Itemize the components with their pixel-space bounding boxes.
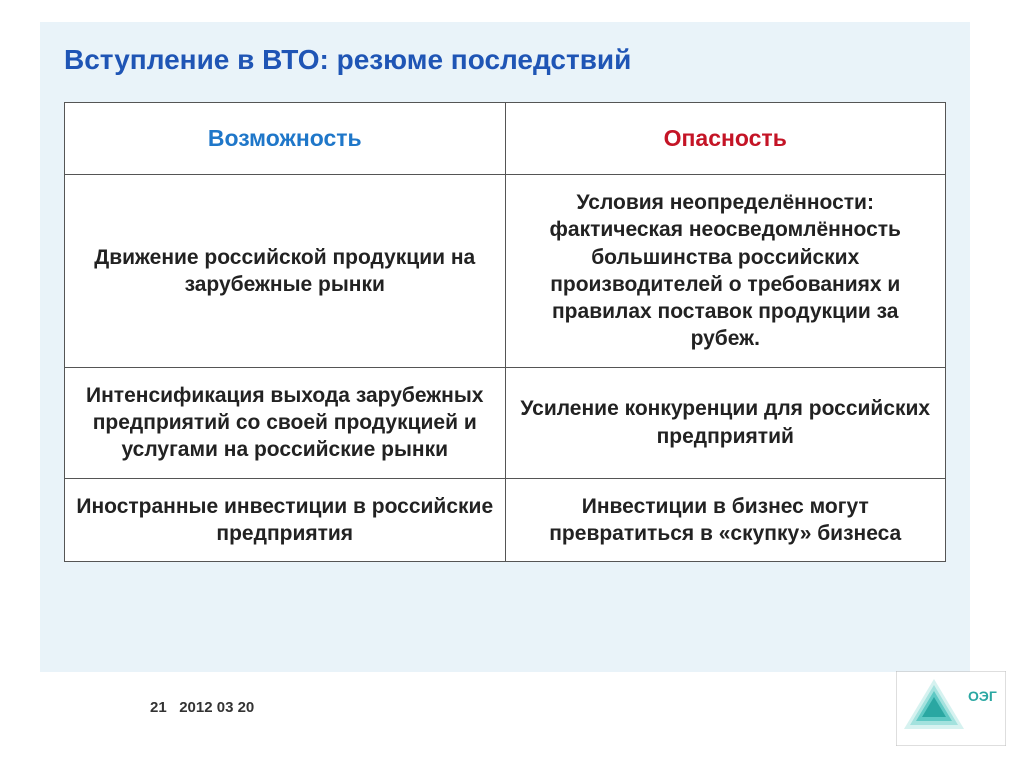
cell-opportunity: Движение российской продукции на зарубеж…	[65, 175, 506, 368]
logo-text: ОЭГ	[968, 688, 997, 704]
slide-title: Вступление в ВТО: резюме последствий	[64, 44, 946, 76]
col-header-risk: Опасность	[505, 103, 946, 175]
comparison-table: Возможность Опасность Движение российско…	[64, 102, 946, 562]
table-row: Интенсификация выхода зарубежных предпри…	[65, 367, 946, 478]
col-header-opportunity: Возможность	[65, 103, 506, 175]
cell-opportunity: Иностранные инвестиции в российские пред…	[65, 478, 506, 562]
table-header-row: Возможность Опасность	[65, 103, 946, 175]
table-row: Движение российской продукции на зарубеж…	[65, 175, 946, 368]
cell-risk: Инвестиции в бизнес могут превратиться в…	[505, 478, 946, 562]
slide: Вступление в ВТО: резюме последствий Воз…	[0, 0, 1024, 768]
cell-risk: Условия неопределённости: фактическая не…	[505, 175, 946, 368]
page-number: 21	[150, 699, 167, 716]
cell-opportunity: Интенсификация выхода зарубежных предпри…	[65, 367, 506, 478]
logo-icon: ОЭГ	[896, 671, 1006, 746]
cell-risk: Усиление конкуренции для российских пред…	[505, 367, 946, 478]
table-row: Иностранные инвестиции в российские пред…	[65, 478, 946, 562]
content-panel: Вступление в ВТО: резюме последствий Воз…	[40, 22, 970, 672]
footer: 21 2012 03 20	[150, 699, 254, 716]
footer-date: 2012 03 20	[179, 699, 254, 716]
